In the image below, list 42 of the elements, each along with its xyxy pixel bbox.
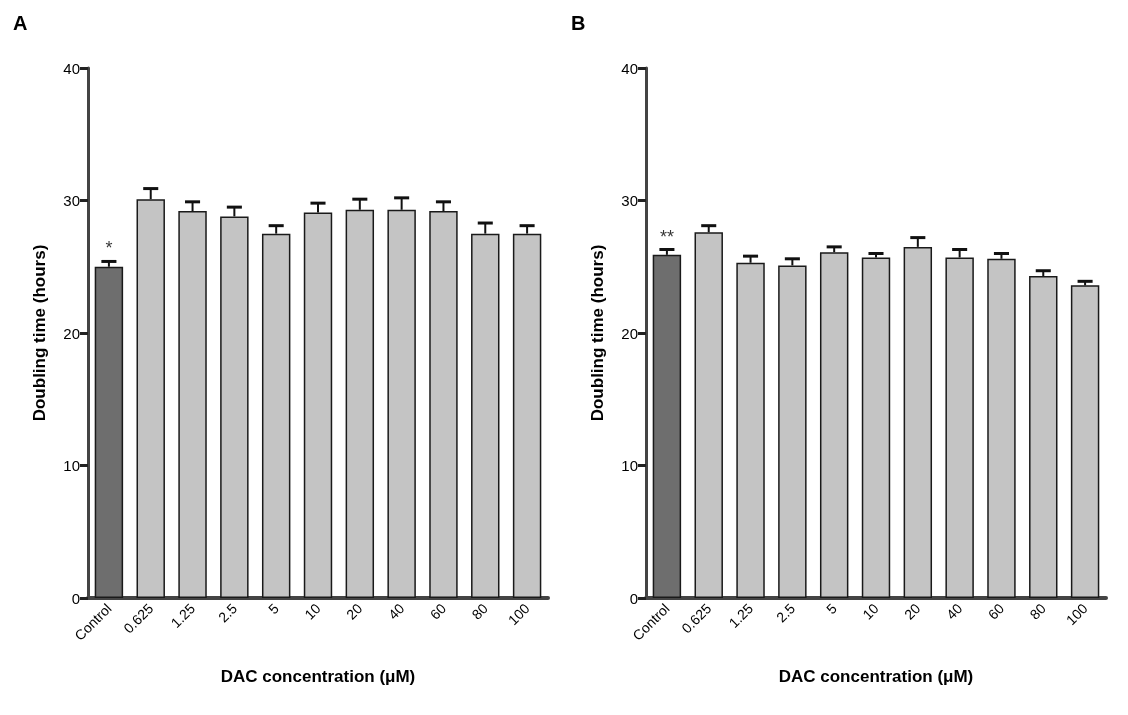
x-tick-label: 80 <box>1026 600 1050 623</box>
y-tick-label: 30 <box>621 192 638 209</box>
bar <box>736 262 765 598</box>
y-tick-label: 10 <box>621 457 638 474</box>
y-tick-label: 0 <box>71 589 80 607</box>
y-tick-label: 10 <box>63 457 80 474</box>
x-tick-label: 2.5 <box>772 600 799 626</box>
bar <box>819 252 849 598</box>
y-tick-label: 40 <box>63 59 80 77</box>
bar <box>94 266 124 598</box>
x-tick-label: 5 <box>265 600 282 618</box>
x-tick-label: 40 <box>942 600 966 623</box>
chart-title: A <box>13 12 28 34</box>
x-tick-label: 20 <box>901 600 924 623</box>
annotation: * <box>105 238 113 259</box>
x-axis-title: DAC concentration (μM) <box>220 667 416 686</box>
x-tick-label: 20 <box>343 600 366 623</box>
bar <box>1070 285 1100 598</box>
x-tick-label: 60 <box>426 600 450 623</box>
x-tick-label: 40 <box>384 600 408 623</box>
x-tick-label: 10 <box>859 600 882 623</box>
y-axis-title: Doubling time (hours) <box>30 244 49 422</box>
x-tick-label: 100 <box>504 600 533 629</box>
x-tick-label: 80 <box>468 600 492 623</box>
chart-title: B <box>571 12 586 34</box>
x-tick-label: 60 <box>984 600 1008 623</box>
y-tick-label: 40 <box>621 59 638 77</box>
y-tick-label: 20 <box>621 324 638 342</box>
y-tick-label: 30 <box>63 192 80 209</box>
y-tick-label: 0 <box>629 589 638 607</box>
bar <box>1029 276 1058 598</box>
y-tick-label: 20 <box>63 324 80 342</box>
annotation: ** <box>659 226 674 247</box>
x-tick-label: 10 <box>301 600 324 623</box>
x-tick-label: 5 <box>823 600 840 618</box>
y-axis-title: Doubling time (hours) <box>588 244 607 422</box>
x-tick-label: 2.5 <box>214 600 241 626</box>
bar <box>861 257 891 598</box>
x-tick-label: 100 <box>1062 600 1091 629</box>
bar <box>652 254 682 598</box>
x-axis-title: DAC concentration (μM) <box>778 667 974 686</box>
bar <box>987 258 1016 598</box>
